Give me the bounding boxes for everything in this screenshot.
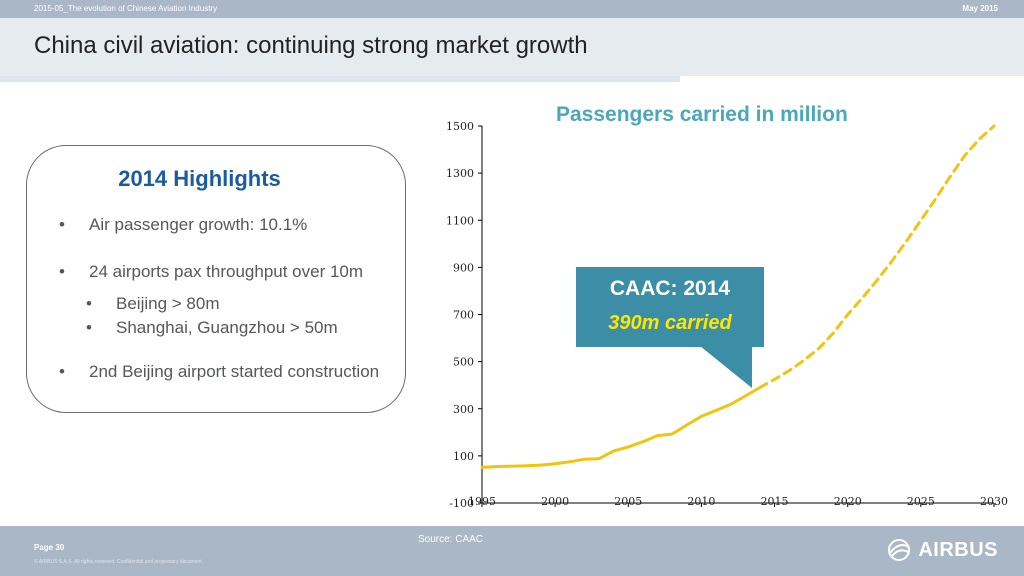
x-tick-label: 2005 [614, 495, 642, 508]
highlight-item: • 24 airports pax throughput over 10m [59, 262, 364, 282]
x-tick-label: 2025 [907, 495, 935, 508]
y-tick-label: 500 [453, 356, 474, 369]
series-line-forecast [758, 124, 996, 389]
highlights-heading: 2014 Highlights [118, 166, 281, 191]
title-bar: China civil aviation: continuing strong … [0, 18, 1024, 76]
y-tick-label: 300 [453, 403, 474, 416]
document-date: May 2015 [962, 4, 998, 13]
callout-pointer-shape [700, 346, 752, 388]
x-tick-label: 1995 [468, 495, 496, 508]
x-tick-label: 2015 [761, 495, 789, 508]
bullet-marker: • [59, 215, 65, 234]
highlights-box: 2014 Highlights • Air passenger growth: … [26, 145, 406, 413]
highlight-text: 2nd Beijing airport started construction [89, 362, 380, 381]
highlight-item: • 2nd Beijing airport started constructi… [59, 362, 380, 382]
passengers-line-chart: -100 100 300 500 700 900 1100 1300 1500 1995 2000 2… [446, 120, 1008, 510]
document-title: 2015-05_The evolution of Chinese Aviatio… [34, 4, 218, 13]
highlight-subitem: • Shanghai, Guangzhou > 50m [86, 318, 338, 338]
callout-value: 390m carried [608, 312, 732, 334]
highlight-text: Shanghai, Guangzhou > 50m [116, 318, 338, 337]
x-tick-label: 2000 [541, 495, 569, 508]
x-tick-label: 2030 [980, 495, 1008, 508]
y-tick-label: 700 [453, 309, 474, 322]
highlight-subitem: • Beijing > 80m [86, 294, 220, 314]
copyright-notice: © AIRBUS S.A.S. All rights reserved. Con… [34, 559, 204, 565]
y-tick-label: 1500 [446, 120, 474, 133]
airbus-logo: AIRBUS [884, 538, 998, 562]
highlight-text: Beijing > 80m [116, 294, 220, 313]
chart-source: Source: CAAC [418, 534, 484, 545]
y-tick-label: -100 [449, 497, 474, 510]
bullet-marker: • [86, 318, 92, 337]
x-tick-label: 2010 [687, 495, 715, 508]
bullet-marker: • [59, 362, 65, 381]
slide-title: China civil aviation: continuing strong … [34, 32, 588, 59]
highlight-text: 24 airports pax throughput over 10m [89, 262, 364, 281]
top-bar: 2015-05_The evolution of Chinese Aviatio… [0, 0, 1024, 18]
highlight-item: • Air passenger growth: 10.1% [59, 215, 308, 235]
airbus-logo-icon [888, 539, 911, 561]
caac-callout: CAAC: 2014 390m carried [576, 267, 764, 347]
chart-title: Passengers carried in million [556, 103, 848, 126]
series-line-actual [480, 386, 762, 469]
y-tick-label: 900 [453, 261, 474, 274]
y-tick-label: 100 [453, 450, 474, 463]
y-tick-label: 1100 [446, 214, 474, 227]
chart-ticks: -100 100 300 500 700 900 1100 1300 1500 1995 2000 2… [446, 120, 1008, 510]
bullet-marker: • [86, 294, 92, 313]
y-tick-label: 1300 [446, 167, 474, 180]
x-tick-label: 2020 [834, 495, 862, 508]
callout-title: CAAC: 2014 [609, 277, 731, 300]
chart-series [480, 124, 996, 469]
title-underline [0, 76, 680, 82]
logo-wordmark: AIRBUS [918, 538, 998, 561]
bullet-marker: • [59, 262, 65, 281]
footer-bar: Page 30 © AIRBUS S.A.S. All rights reser… [0, 526, 1024, 576]
page-number: Page 30 [34, 543, 65, 552]
callout-pointer [700, 346, 752, 388]
highlight-text: Air passenger growth: 10.1% [89, 215, 308, 234]
